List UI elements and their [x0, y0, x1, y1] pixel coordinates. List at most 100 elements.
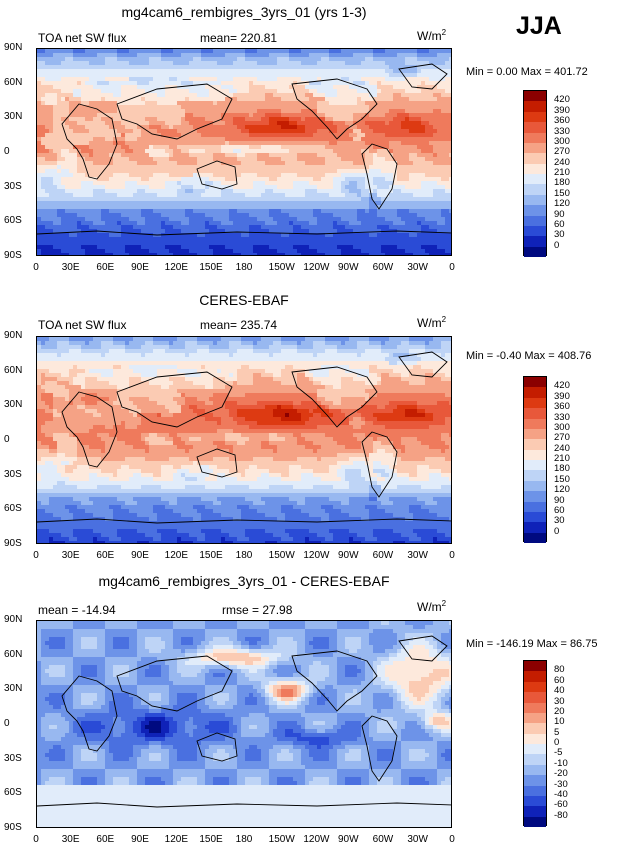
colorbar-label: 270	[554, 146, 570, 158]
colorbar-swatch	[524, 754, 546, 765]
antarctica-coastline	[37, 518, 451, 524]
lon-tick-label: 60W	[372, 834, 394, 845]
colorbar-label: 300	[554, 421, 570, 433]
panel1-units-label: W/m2	[417, 28, 447, 43]
colorbar-label: -10	[554, 757, 568, 769]
coastline	[116, 371, 233, 428]
colorbar-label: 330	[554, 411, 570, 423]
lon-tick-label: 90E	[131, 262, 149, 273]
coastline	[361, 715, 398, 782]
lat-tick-label: 30N	[4, 399, 23, 411]
colorbar-swatch	[524, 205, 546, 216]
colorbar-swatch	[524, 702, 546, 713]
colorbar-label: 390	[554, 390, 570, 402]
colorbar-swatch	[524, 712, 546, 724]
panel1-minmax: Min = 0.00 Max = 401.72	[466, 66, 588, 78]
lat-tick-label: 30S	[4, 180, 22, 192]
panel3-units-label: W/m2	[417, 599, 447, 614]
panel3-minmax: Min = -146.19 Max = 86.75	[466, 638, 598, 650]
coastline	[361, 431, 398, 498]
lon-tick-label: 0	[33, 550, 39, 561]
coastline	[61, 675, 118, 752]
colorbar-swatch	[524, 439, 546, 450]
colorbar-swatch	[524, 163, 546, 174]
colorbar-swatch	[524, 480, 546, 492]
colorbar-swatch	[524, 522, 546, 533]
lon-tick-label: 90W	[338, 262, 359, 273]
lat-tick-label: 60S	[4, 215, 22, 227]
colorbar-swatch	[524, 215, 546, 226]
colorbar-label: 300	[554, 135, 570, 147]
panel2-map	[36, 336, 452, 544]
contour-field	[37, 621, 451, 827]
lon-tick-label: 150E	[199, 550, 223, 561]
coastline	[291, 650, 378, 712]
colorbar-label: 90	[554, 494, 565, 506]
colorbar-swatch	[524, 460, 546, 471]
colorbar-label: 360	[554, 115, 570, 127]
lat-tick-label: 60N	[4, 76, 23, 88]
coastline	[116, 83, 233, 140]
colorbar-swatch	[524, 795, 546, 807]
coastline	[196, 732, 238, 762]
antarctica-coastline	[37, 802, 451, 808]
colorbar-label: 150	[554, 187, 570, 199]
colorbar-swatch	[524, 101, 546, 112]
coastline	[398, 351, 448, 378]
colorbar-label: 240	[554, 156, 570, 168]
lat-tick-label: 60N	[4, 364, 23, 376]
lon-tick-label: 30E	[61, 834, 80, 845]
colorbar-swatch	[524, 511, 546, 523]
lon-tick-label: 0	[33, 834, 39, 845]
lon-tick-label: 30W	[407, 262, 428, 273]
lon-tick-label: 0	[449, 262, 455, 273]
lon-tick-label: 180	[235, 550, 253, 561]
colorbar-label: 10	[554, 716, 565, 728]
colorbar-swatch	[524, 246, 546, 257]
lat-tick-label: 90S	[4, 250, 22, 261]
colorbar-swatch	[524, 785, 546, 796]
colorbar-label: 20	[554, 705, 565, 717]
colorbar-swatch	[524, 681, 546, 693]
coastline	[398, 63, 448, 90]
colorbar-label: 420	[554, 380, 570, 392]
colorbar-label: 120	[554, 484, 570, 496]
lon-tick-label: 120E	[164, 834, 189, 845]
lon-tick-label: 60E	[96, 550, 115, 561]
lat-tick-label: 90S	[4, 538, 22, 549]
colorbar-swatch	[524, 142, 546, 154]
panel2-title: CERES-EBAF	[199, 292, 289, 308]
colorbar-label: -60	[554, 799, 568, 811]
colorbar-swatch	[524, 153, 546, 164]
colorbar-label: 60	[554, 674, 565, 686]
season-label: JJA	[516, 12, 562, 40]
colorbar-label: 360	[554, 401, 570, 413]
panel1-map	[36, 48, 452, 256]
colorbar-swatch	[524, 132, 546, 143]
colorbar-swatch	[524, 387, 546, 398]
colorbar-label: 420	[554, 94, 570, 106]
lon-tick-label: 30E	[61, 262, 80, 273]
panel3-map	[36, 620, 452, 828]
colorbar-label: 180	[554, 177, 570, 189]
colorbar-label: 40	[554, 685, 565, 697]
lon-tick-label: 60W	[372, 550, 394, 561]
lon-tick-label: 150W	[268, 834, 295, 845]
lat-tick-label: 30N	[4, 111, 23, 123]
colorbar-swatch	[524, 744, 546, 755]
coastline	[61, 391, 118, 468]
lon-tick-label: 150W	[268, 262, 295, 273]
lat-tick-label: 90N	[4, 42, 23, 53]
lon-tick-label: 120E	[164, 262, 189, 273]
lat-tick-label: 30S	[4, 752, 22, 764]
colorbar-label: 330	[554, 125, 570, 137]
colorbar-label: -40	[554, 788, 568, 800]
panel3-mean-label: mean = -14.94	[38, 603, 116, 617]
lon-tick-label: 180	[235, 262, 253, 273]
panel3-rmse-label: rmse = 27.98	[222, 603, 293, 617]
colorbar-label: 30	[554, 515, 565, 527]
colorbar-swatch	[524, 733, 546, 744]
colorbar-label: 90	[554, 208, 565, 220]
panel1-field-label: TOA net SW flux	[38, 31, 127, 45]
colorbar-label: -80	[554, 809, 568, 821]
